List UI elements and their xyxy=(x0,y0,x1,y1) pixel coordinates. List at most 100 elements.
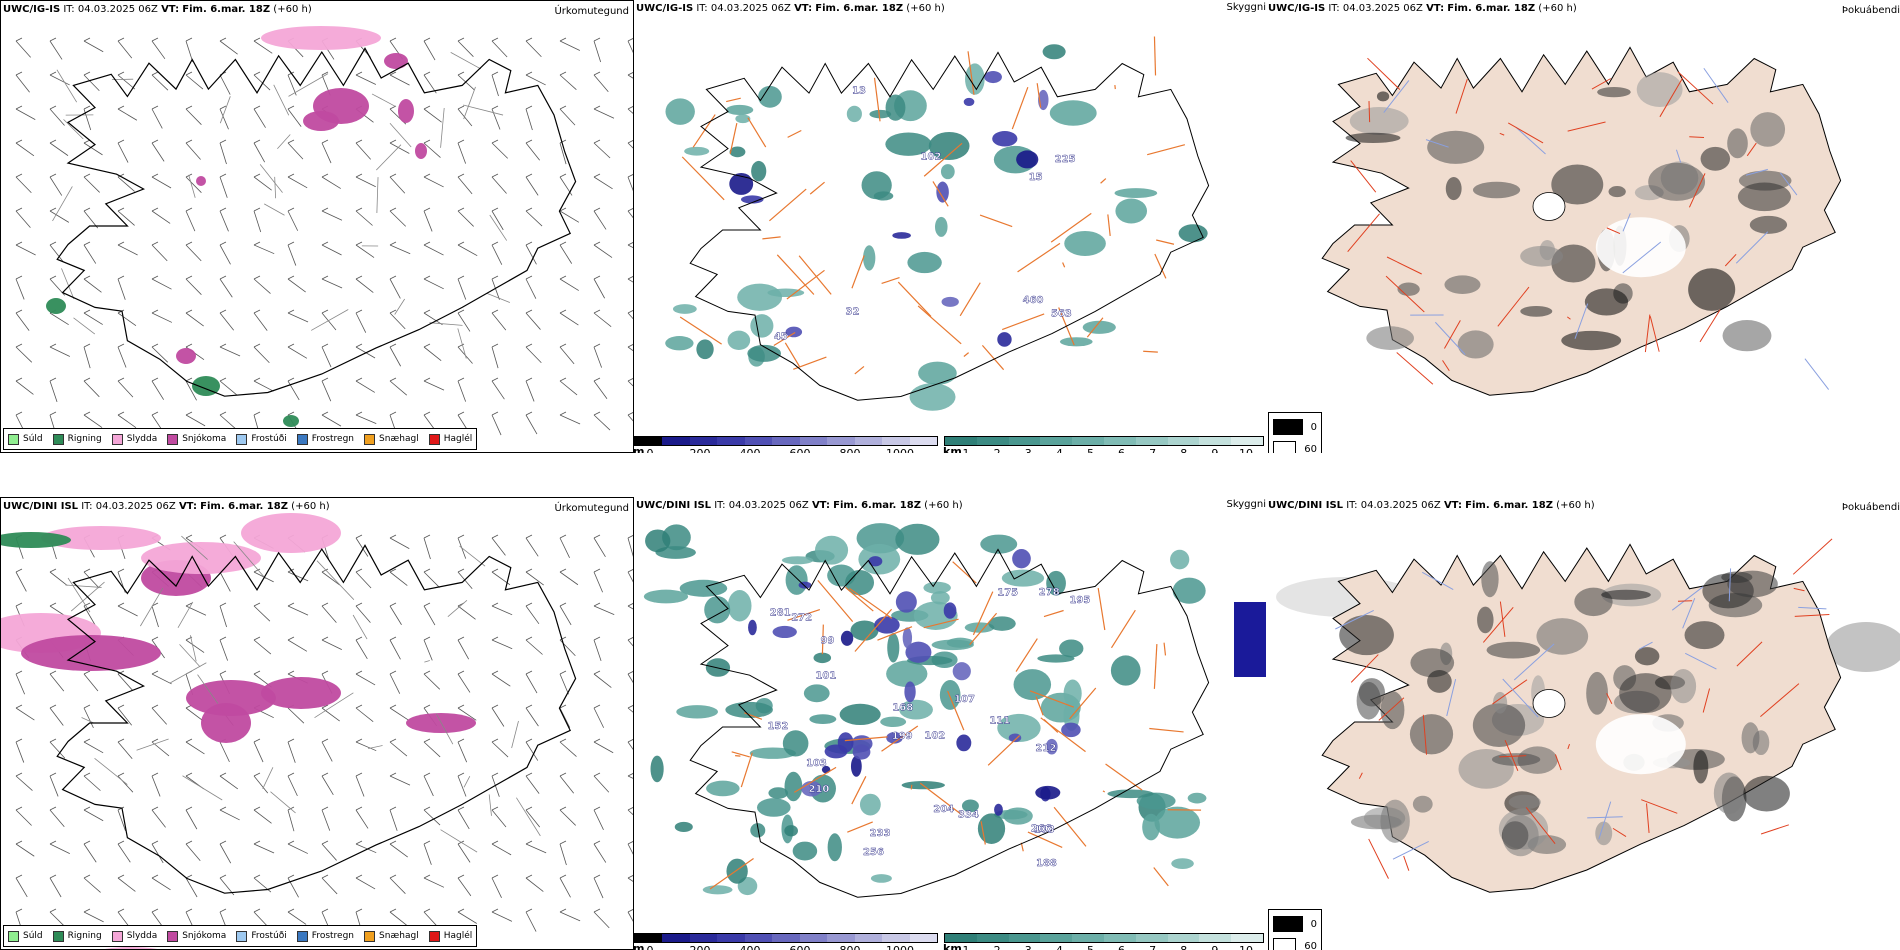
init-time: 04.03.2025 06Z xyxy=(1360,500,1441,511)
cloud-base-label: 152 xyxy=(767,721,788,732)
panel-header: UWC/IG-IS IT: 04.03.2025 06Z VT: Fim. 6.… xyxy=(1268,3,1577,14)
valid-time: Fim. 6.mar. 18Z xyxy=(1447,3,1536,14)
visibility-colorbar: 1 2 3 4 5 6 7 8 9 10 km xyxy=(943,436,1264,453)
precip-legend-item: Snjókoma xyxy=(167,433,227,445)
colorbar-tick: 7 xyxy=(1149,944,1156,950)
cloud-base-label: 204 xyxy=(933,804,954,815)
colorbar-cell xyxy=(744,437,773,445)
legend-label: 60 xyxy=(1304,940,1317,950)
legend-label: 0 xyxy=(1310,918,1317,930)
cloud-base-label: 103 xyxy=(806,758,827,769)
cloud-base-label: 101 xyxy=(815,671,836,682)
precip-map xyxy=(15,26,633,437)
colorbar-cell xyxy=(854,437,883,445)
colorbar-tick: 7 xyxy=(1149,447,1156,453)
colorbar-cell xyxy=(1008,437,1041,445)
legend-swatch xyxy=(236,930,248,942)
model-name: UWC/DINI ISL xyxy=(3,501,79,512)
model-name: UWC/IG-IS xyxy=(636,3,694,14)
fog-legend-item: 0 xyxy=(1273,916,1317,932)
legend-label: Snæhagl xyxy=(379,931,419,941)
colorbar-cell xyxy=(909,437,937,445)
visibility-map: 460 225 563 102 45 13 15 32 xyxy=(665,36,1210,411)
colorbar-cell xyxy=(799,437,828,445)
colorbar-cell xyxy=(1072,934,1104,942)
legend-swatch xyxy=(167,930,179,942)
colorbar-cell xyxy=(1135,934,1168,942)
fog-legend: 0 60 xyxy=(1268,412,1322,453)
cloud-base-label: 225 xyxy=(1055,154,1076,165)
precip-type-panel: UWC/IG-IS IT: 04.03.2025 06Z VT: Fim. 6.… xyxy=(0,0,634,453)
legend-swatch xyxy=(111,433,123,445)
model-name: UWC/DINI ISL xyxy=(636,500,712,511)
legend-swatch xyxy=(296,930,308,942)
colorbar-unit: m xyxy=(634,445,645,453)
fog-map xyxy=(1321,46,1842,396)
precip-legend-item: Súld xyxy=(8,930,43,942)
colorbar-tick: 8 xyxy=(1180,944,1187,950)
colorbar-cell xyxy=(635,934,663,942)
colorbar-cell xyxy=(799,934,828,942)
colorbar-cell xyxy=(1167,934,1200,942)
legend-swatch xyxy=(1273,916,1303,932)
colorbar-tick: 1000 xyxy=(886,944,914,950)
precip-legend-item: Rigning xyxy=(52,930,102,942)
legend-label: Haglél xyxy=(443,434,473,444)
colorbar-cell xyxy=(1103,934,1136,942)
colorbar-cell xyxy=(909,934,937,942)
cloud-base-label: 111 xyxy=(989,715,1010,726)
colorbar-tick: 5 xyxy=(1087,447,1094,453)
valid-time: Fim. 6.mar. 18Z xyxy=(200,501,288,512)
colorbar-tick: 2 xyxy=(994,447,1001,453)
colorbar-tick: 400 xyxy=(740,944,761,950)
cloud-base-label: 272 xyxy=(791,612,812,623)
init-time: 04.03.2025 06Z xyxy=(1342,3,1423,14)
legend-swatch xyxy=(8,433,19,445)
colorbar-cell xyxy=(976,934,1009,942)
colorbar-tick: 800 xyxy=(840,944,861,950)
colorbar-cell xyxy=(1103,437,1136,445)
cloud-base-label: 188 xyxy=(1036,858,1057,869)
legend-label: Snæhagl xyxy=(379,434,419,444)
colorbar-cell xyxy=(1231,437,1263,445)
precip-legend-item: Haglél xyxy=(428,930,472,942)
precip-panel-title: Úrkomutegund xyxy=(554,503,629,514)
cloud-base-label: 15 xyxy=(1029,172,1043,183)
cloud-base-label: 103 xyxy=(1034,824,1055,835)
panel-header: UWC/DINI ISL IT: 04.03.2025 06Z VT: Fim.… xyxy=(636,500,963,511)
legend-swatch xyxy=(1273,419,1303,435)
fog-indicator-panel: UWC/IG-IS IT: 04.03.2025 06Z VT: Fim. 6.… xyxy=(1266,0,1900,453)
colorbar-cell xyxy=(976,437,1009,445)
colorbar-tick: 10 xyxy=(1239,944,1253,950)
init-time: 04.03.2025 06Z xyxy=(95,501,176,512)
colorbar-tick: 9 xyxy=(1211,447,1218,453)
valid-time: Fim. 6.mar. 18Z xyxy=(182,4,271,15)
legend-label: Snjókoma xyxy=(182,434,227,444)
colorbar-cell xyxy=(1040,437,1073,445)
lead-time: (+60 h) xyxy=(1556,500,1595,511)
colorbar-tick: 3 xyxy=(1025,944,1032,950)
colorbar-tick: 1 xyxy=(963,944,970,950)
legend-label: 60 xyxy=(1304,443,1317,454)
cloud-base-label: 266 xyxy=(1031,823,1052,834)
colorbar-tick: 600 xyxy=(790,944,811,950)
precip-legend-item: Snæhagl xyxy=(364,433,419,445)
cloud-base-colorbar: 0 200 400 600 800 1000 m xyxy=(634,933,938,950)
colorbar-tick: 5 xyxy=(1087,944,1094,950)
colorbar-cell xyxy=(1167,437,1200,445)
legend-label: Slydda xyxy=(126,931,158,941)
colorbar-tick: 3 xyxy=(1025,447,1032,453)
fog-legend-item: 60 xyxy=(1273,938,1317,950)
panel-header: UWC/DINI ISL IT: 04.03.2025 06Z VT: Fim.… xyxy=(3,501,330,512)
precip-legend-item: Slydda xyxy=(111,433,157,445)
visibility-panel: UWC/IG-IS IT: 04.03.2025 06Z VT: Fim. 6.… xyxy=(634,0,1266,453)
precip-legend-item: Snæhagl xyxy=(364,930,419,942)
colorbar-cell xyxy=(827,437,855,445)
cloud-base-label: 168 xyxy=(892,702,913,713)
legend-label: 0 xyxy=(1310,421,1317,433)
colorbar-cell xyxy=(717,437,745,445)
colorbar-cell xyxy=(662,934,690,942)
colorbar-tick: 200 xyxy=(690,447,711,453)
cloud-base-label: 334 xyxy=(958,809,979,820)
lead-time: (+60 h) xyxy=(924,500,963,511)
